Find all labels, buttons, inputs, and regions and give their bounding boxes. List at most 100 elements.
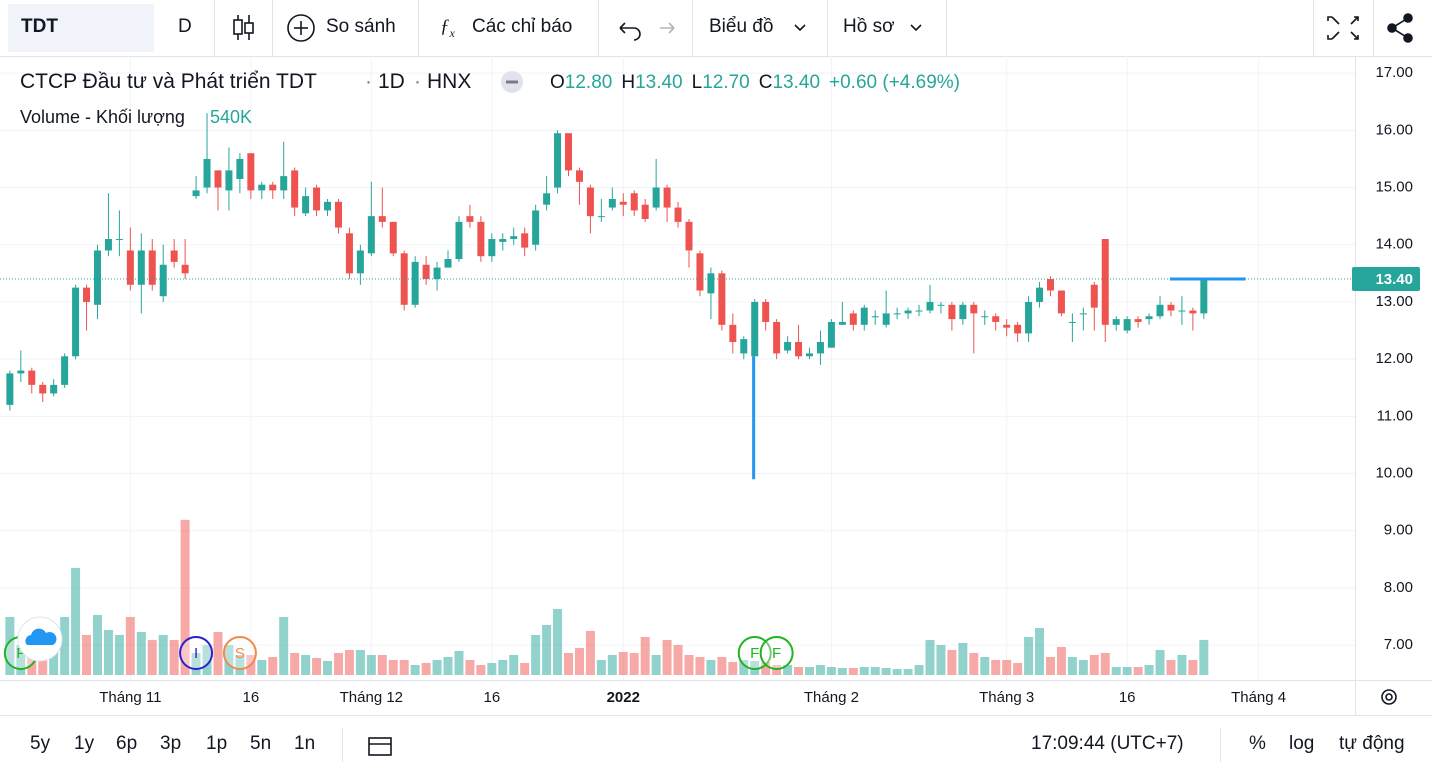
profile[interactable]: Hồ sơ (843, 16, 895, 37)
indicators[interactable]: Các chỉ báo (472, 16, 573, 37)
range-button[interactable]: 5y (30, 733, 51, 754)
volume-bar (191, 652, 201, 675)
range-button[interactable]: 3p (160, 733, 182, 754)
y-tick-label: 7.00 (1384, 636, 1413, 653)
volume-bar (903, 669, 913, 675)
volume-bar (71, 567, 81, 675)
range-button[interactable]: 5n (250, 733, 272, 754)
separator (418, 0, 419, 56)
legend-toggle[interactable] (501, 71, 523, 93)
candle-body (937, 304, 945, 306)
candle-body (28, 370, 36, 385)
candle-body (915, 310, 923, 312)
symbol-box[interactable] (8, 4, 154, 52)
last-price-label: 13.40 (1375, 271, 1413, 288)
volume-bar (202, 644, 212, 675)
candle-body (981, 316, 989, 318)
volume-bar (914, 664, 924, 675)
candle-body (795, 341, 803, 357)
volume-bar (169, 639, 179, 675)
candle-body (1189, 310, 1197, 314)
event-label: I (194, 645, 198, 662)
x-tick-label: Tháng 4 (1231, 689, 1286, 706)
volume-bar (596, 659, 606, 675)
event-marker (222, 636, 257, 670)
overlays: 13.40F I S F F (0, 267, 1420, 670)
y-tick-label: 11.00 (1377, 407, 1413, 424)
volume-bar (60, 616, 70, 675)
candle-body (203, 158, 211, 188)
candle-body (521, 233, 529, 248)
volume-bar (1177, 654, 1187, 675)
candle-body (740, 339, 748, 354)
candle-body (510, 236, 518, 240)
volume-bar (312, 657, 322, 675)
range-button[interactable]: 1y (74, 733, 95, 754)
volume-bar (1002, 659, 1012, 675)
volume-bar (804, 667, 814, 675)
volume-bar (333, 652, 343, 675)
volume-bar (640, 636, 650, 675)
interval[interactable]: D (178, 16, 192, 37)
candle-body (849, 313, 857, 325)
range-button[interactable]: 1n (294, 733, 316, 754)
ohlc-legend: O12.80 H13.40 L12.70 C13.40 +0.60 (+4.69%) (550, 72, 960, 94)
candle-body (685, 221, 693, 251)
symbol[interactable]: TDT (21, 16, 58, 37)
candle-body (1057, 290, 1065, 314)
candle-body (805, 353, 813, 357)
ohlc-value: 13.40 (635, 72, 683, 93)
candles (6, 113, 1208, 411)
candle-body (630, 193, 638, 211)
y-tick-label: 15.00 (1375, 179, 1413, 196)
volume-bar (498, 659, 508, 675)
volume-bar (158, 634, 168, 675)
volume-bar (651, 654, 661, 675)
candle-body (641, 204, 649, 220)
volume-bar (377, 654, 387, 675)
volume-bar (607, 654, 617, 675)
volume-bar (1013, 662, 1023, 675)
ohlc-key: H (621, 72, 636, 93)
y-tick-label: 12.00 (1375, 350, 1413, 367)
volume-bar (1199, 639, 1209, 675)
volume-bar (355, 649, 365, 675)
percent-toggle[interactable]: % (1249, 733, 1266, 754)
y-tick-label: 16.00 (1375, 121, 1413, 138)
volume-bar (1024, 636, 1034, 675)
volume-bar (421, 662, 431, 675)
candle-body (608, 198, 616, 208)
compare[interactable]: So sánh (326, 16, 396, 37)
candle-body (773, 321, 781, 354)
candle-body (269, 184, 277, 191)
range-button[interactable]: 1p (206, 733, 228, 754)
ohlc-value: 12.80 (564, 72, 613, 93)
volume-bar (542, 624, 552, 675)
volume-bar (410, 664, 420, 675)
chart-type[interactable]: Biểu đồ (709, 16, 774, 37)
candle-body (422, 264, 430, 280)
ohlc-key: L (691, 72, 703, 93)
volume-bar (673, 644, 683, 675)
cloud-button[interactable] (17, 616, 63, 662)
volume-bar (476, 664, 486, 675)
event-label: F (16, 645, 25, 662)
candle-body (871, 316, 879, 318)
ohlc-item: L12.70 (692, 72, 750, 94)
candle-body (827, 321, 835, 348)
volume-bar (465, 659, 475, 675)
volume-bar (16, 644, 26, 675)
event-marker (759, 636, 794, 670)
candle-body (258, 184, 266, 191)
volume-bar (815, 664, 825, 675)
candle-body (1014, 324, 1022, 334)
volume-bar (257, 659, 267, 675)
candle-body (389, 221, 397, 254)
ohlc-item: C13.40 (759, 72, 820, 94)
auto-toggle[interactable]: tự động (1339, 733, 1405, 754)
log-toggle[interactable]: log (1289, 733, 1315, 754)
range-button[interactable]: 6p (116, 733, 138, 754)
candle-body (674, 207, 682, 222)
